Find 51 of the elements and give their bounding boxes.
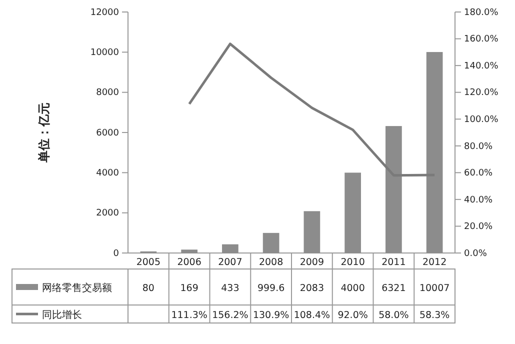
data-label: 108.4% [294,310,330,321]
x-tick-label: 2010 [340,257,365,268]
x-tick-label: 2011 [382,257,406,268]
x-tick-label: 2012 [422,257,447,268]
y2-tick-label: 80.0% [464,142,494,152]
y2-tick-label: 60.0% [464,168,494,179]
data-label: 58.0% [378,310,409,321]
data-label: 2083 [300,283,324,294]
y2-tick-label: 20.0% [464,222,494,232]
y-tick-label: 2000 [96,208,120,219]
data-label: 80 [142,283,154,294]
legend-label: 网络零售交易额 [42,282,112,294]
y-axis-title: 单位：亿元 [37,102,51,164]
y2-tick-label: 180.0% [464,8,499,18]
x-tick-label: 2006 [177,257,202,268]
bar [344,172,361,253]
y2-tick-label: 100.0% [464,114,499,125]
y-tick-label: 4000 [96,168,120,179]
y2-tick-label: 0.0% [464,248,488,259]
data-label: 156.2% [212,310,248,321]
bar [304,211,320,253]
data-label: 111.3% [171,310,208,321]
data-label: 58.3% [419,310,450,321]
x-tick-label: 2009 [300,257,324,268]
y-tick-label: 12000 [90,8,120,18]
y2-tick-label: 40.0% [464,195,494,206]
legend-label: 同比增长 [42,309,82,321]
data-label: 169 [180,283,198,294]
y2-tick-label: 120.0% [464,88,499,98]
data-label: 999.6 [257,283,285,294]
y2-tick-label: 140.0% [464,61,499,72]
x-tick-label: 2005 [136,257,161,268]
y-tick-label: 6000 [96,128,120,138]
bar [426,52,443,253]
x-tick-label: 2008 [258,257,284,268]
y-tick-label: 10000 [90,48,120,58]
bar [386,126,402,253]
y-tick-label: 0 [113,248,120,259]
y2-tick-label: 160.0% [464,34,499,45]
bar [181,250,198,253]
data-label: 4000 [340,283,365,294]
data-label: 433 [221,283,240,294]
data-label: 92.0% [338,310,368,321]
x-tick-label: 2007 [218,257,242,268]
data-label: 130.9% [252,310,290,321]
line-series [188,42,436,177]
y-tick-label: 8000 [96,88,120,98]
data-label: 6321 [382,283,406,294]
bar [222,244,238,253]
data-label: 10007 [419,283,450,294]
bar [262,232,280,253]
